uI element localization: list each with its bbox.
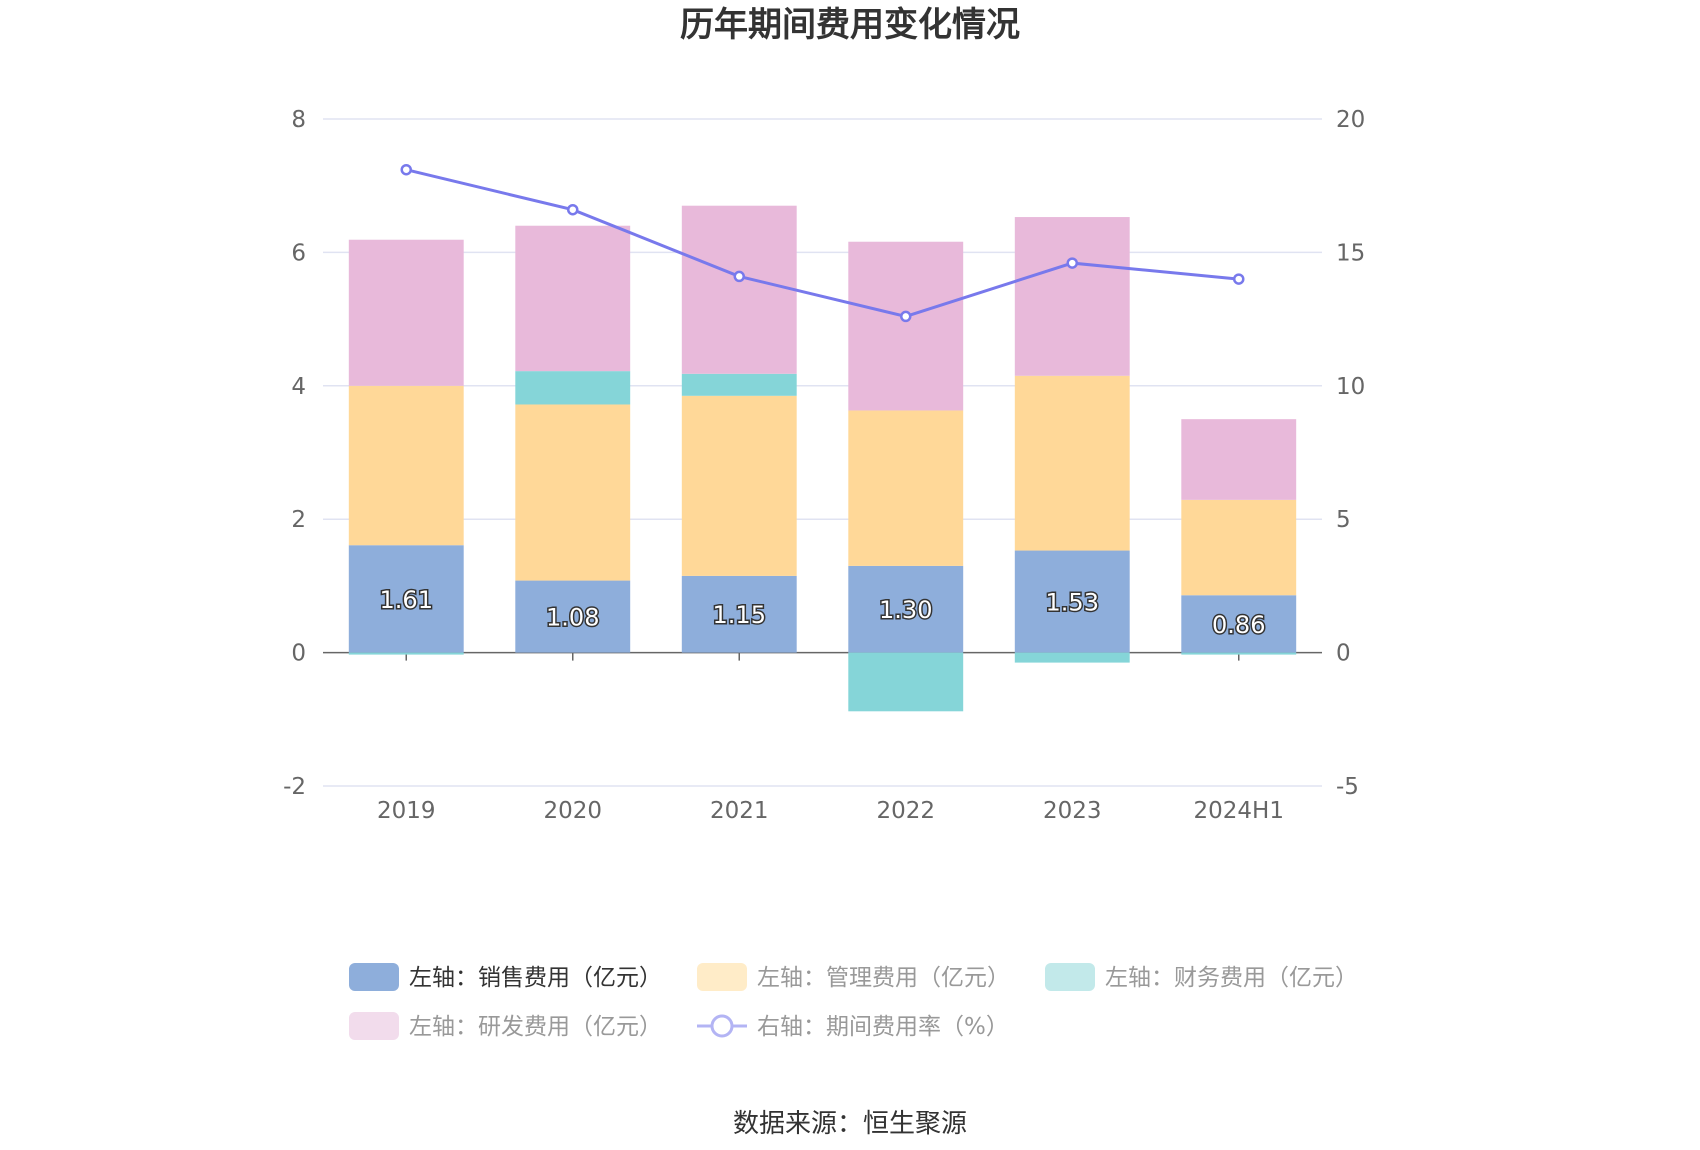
bar-segment <box>515 404 631 581</box>
left-axis-tick-label: 6 <box>291 240 306 266</box>
bar-segment <box>848 241 964 411</box>
legend-swatch <box>1045 963 1095 991</box>
right-axis-tick-label: 10 <box>1336 374 1365 400</box>
rate-line-point <box>900 310 912 323</box>
bar-segment <box>1181 595 1297 653</box>
bar-segment <box>1181 419 1297 500</box>
legend-item[interactable]: 右轴：期间费用率（%） <box>697 1014 1009 1040</box>
left-axis-tick-label: -2 <box>283 774 306 800</box>
bar-segment <box>1181 499 1297 596</box>
right-axis-tick-label: 15 <box>1336 240 1365 266</box>
x-axis-tick-label: 2022 <box>876 798 935 824</box>
x-axis-tick-label: 2019 <box>377 798 436 824</box>
rate-line-point <box>1066 257 1078 269</box>
bar-segment <box>1014 375 1130 551</box>
left-axis-tick-label: 2 <box>291 507 306 533</box>
bar-segment <box>348 239 464 386</box>
left-axis-tick-label: 4 <box>291 374 306 400</box>
rate-line-point <box>1233 273 1245 285</box>
right-axis-tick-label: 20 <box>1336 107 1365 133</box>
right-axis-tick-label: 0 <box>1336 641 1351 667</box>
bar-segment <box>848 565 964 653</box>
data-label: 1.08 <box>546 604 599 632</box>
bar-segment <box>681 395 797 576</box>
bar-segment <box>1014 550 1130 653</box>
bar-segment <box>848 410 964 566</box>
bar-segment <box>681 575 797 653</box>
legend-label: 右轴：期间费用率（%） <box>757 1014 1009 1040</box>
x-axis-tick-label: 2021 <box>710 798 769 824</box>
grid-lines <box>323 118 1322 787</box>
right-axis-tick-label: -5 <box>1336 774 1359 800</box>
bar-segment <box>1014 652 1130 663</box>
bar-segment <box>515 371 631 405</box>
rate-line-path <box>405 168 1239 318</box>
data-label: 1.15 <box>713 601 766 629</box>
bar-segment <box>681 205 797 374</box>
x-axis-tick-label: 2020 <box>543 798 602 824</box>
bar-segment <box>348 385 464 546</box>
axes: -2 -5 0 0 2 5 4 10 6 15 8 20 2019 2020 2021 2022 2023 202… <box>283 107 1365 824</box>
data-labels: 1.61 1.08 1.15 1.30 1.53 0.86 <box>378 584 1267 640</box>
legend-label: 左轴：管理费用（亿元） <box>757 965 1010 991</box>
legend-item[interactable]: 左轴：财务费用（亿元） <box>1045 963 1358 991</box>
legend-label: 左轴：销售费用（亿元） <box>409 965 662 991</box>
bar-segment <box>848 652 964 712</box>
legend-swatch <box>349 963 399 991</box>
bar-segment <box>348 545 464 653</box>
legend-item[interactable]: 左轴：研发费用（亿元） <box>349 1012 662 1040</box>
legend-marker <box>710 1014 734 1038</box>
legend-label: 左轴：财务费用（亿元） <box>1105 965 1358 991</box>
source-note: 数据来源：恒生聚源 <box>733 1109 967 1139</box>
left-axis-tick-label: 0 <box>291 641 306 667</box>
legend-swatch <box>349 1012 399 1040</box>
rate-line-point <box>400 163 412 176</box>
bar-segment <box>681 373 797 396</box>
rate-line-point <box>733 270 745 283</box>
right-axis-tick-label: 5 <box>1336 507 1351 533</box>
legend-swatch <box>697 963 747 991</box>
data-label: 1.30 <box>879 596 932 624</box>
legend-label: 左轴：研发费用（亿元） <box>409 1014 662 1040</box>
bars <box>348 205 1297 712</box>
data-label: 1.61 <box>380 586 433 614</box>
x-axis-tick-label: 2024H1 <box>1194 798 1284 824</box>
legend-item[interactable]: 左轴：管理费用（亿元） <box>697 963 1010 991</box>
data-label: 1.53 <box>1046 589 1099 617</box>
left-axis-tick-label: 8 <box>291 107 306 133</box>
chart-title: 历年期间费用变化情况 <box>680 5 1020 45</box>
legend[interactable]: 左轴：销售费用（亿元） 左轴：管理费用（亿元） 左轴：财务费用（亿元） 左轴：研发费用… <box>349 963 1358 1040</box>
bar-segment <box>1181 652 1297 655</box>
bar-segment <box>515 225 631 372</box>
data-label: 0.86 <box>1212 611 1265 639</box>
bar-segment <box>1014 217 1130 376</box>
bar-segment <box>515 580 631 653</box>
legend-item[interactable]: 左轴：销售费用（亿元） <box>349 963 662 991</box>
bar-segment <box>348 652 464 655</box>
rate-line-point <box>567 203 579 216</box>
rate-line <box>400 163 1245 323</box>
x-axis-tick-label: 2023 <box>1043 798 1102 824</box>
